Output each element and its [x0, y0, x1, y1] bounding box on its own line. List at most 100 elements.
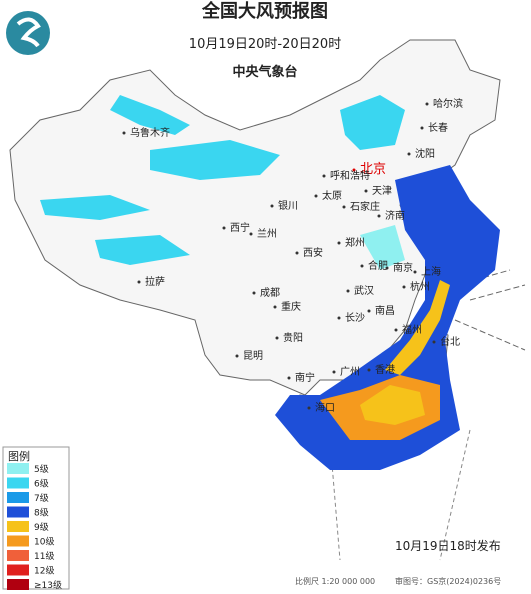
publish-time: 10月19日18时发布 [395, 538, 501, 553]
legend-label: 8级 [34, 507, 49, 519]
city-dot [222, 226, 226, 230]
city-dot [270, 204, 274, 208]
legend-swatch [7, 463, 29, 474]
city-dot [307, 406, 311, 410]
city-label: 乌鲁木齐 [130, 126, 170, 139]
legend-swatch [7, 492, 29, 503]
city-dot [287, 376, 291, 380]
city-dot [337, 241, 341, 245]
city-label: 南宁 [295, 371, 315, 384]
city-label: 哈尔滨 [433, 97, 463, 110]
legend-swatch [7, 564, 29, 576]
city-dot [425, 102, 429, 106]
city-dot [342, 205, 346, 209]
wind-area-6 [340, 95, 405, 150]
city-label: 广州 [340, 366, 360, 378]
city-label: 长沙 [345, 312, 365, 324]
city-label: 济南 [385, 209, 405, 222]
legend-label: 9级 [34, 521, 49, 533]
city-label: 南昌 [375, 304, 395, 317]
city-dot [432, 340, 436, 344]
city-dot [385, 266, 389, 270]
city-label: 杭州 [410, 280, 430, 293]
legend: 图例 5级 6级 7级 8级 9级 10级 11级 12级 ≥13级 [2, 446, 70, 591]
approval-number: 审图号：GS京(2024)0236号 [395, 576, 501, 586]
legend-swatch [7, 506, 29, 518]
city-dot [235, 354, 239, 358]
city-dot [137, 280, 141, 284]
city-label: 西宁 [230, 221, 250, 234]
wind-area-6 [95, 235, 190, 265]
city-label: 台北 [440, 335, 460, 348]
city-label: 西安 [303, 246, 323, 259]
legend-label: 7级 [34, 492, 49, 504]
city-label: 兰州 [257, 227, 277, 240]
city-label: 武汉 [354, 284, 374, 297]
city-dot [252, 291, 256, 295]
legend-label: ≥13级 [34, 579, 62, 591]
city-label: 银川 [278, 199, 298, 212]
city-label: 海口 [315, 401, 335, 414]
city-dot [314, 194, 318, 198]
legend-label: 10级 [34, 536, 54, 548]
city-dot [273, 305, 277, 309]
city-label: 石家庄 [350, 200, 380, 213]
city-dot [377, 214, 381, 218]
legend-swatch [7, 477, 29, 489]
wind-area-9 [385, 280, 450, 375]
legend-label: 12级 [34, 565, 54, 577]
city-label: 南京 [393, 261, 413, 274]
city-dot [352, 168, 356, 172]
legend-title: 图例 [8, 449, 30, 463]
city-dot [367, 309, 371, 313]
city-label: 香港 [375, 364, 395, 376]
city-label: 福州 [402, 323, 422, 336]
legend-label: 11级 [34, 550, 54, 562]
city-dot [337, 316, 341, 320]
legend-label: 5级 [34, 463, 49, 475]
city-label: 合肥 [368, 259, 388, 272]
city-label: 贵阳 [283, 331, 303, 344]
city-label: 长春 [428, 122, 448, 134]
legend-swatch [7, 579, 29, 590]
city-dot [420, 126, 424, 130]
legend-swatch [7, 535, 29, 547]
legend-label: 6级 [34, 478, 49, 490]
city-label: 太原 [322, 189, 342, 202]
city-dot [249, 232, 253, 236]
city-label: 上海 [421, 265, 441, 278]
wind-area-5 [360, 225, 405, 270]
city-dot [275, 336, 279, 340]
period: 10月19日20时-20日20时 [189, 37, 341, 52]
city-label: 成都 [260, 287, 280, 299]
wind-area-9 [360, 385, 425, 425]
scale: 比例尺 1:20 000 000 [295, 576, 375, 586]
title: 全国大风预报图 [201, 0, 328, 22]
city-dot [367, 368, 371, 372]
city-label: 拉萨 [145, 275, 165, 288]
city-dot [364, 189, 368, 193]
legend-swatch [7, 521, 29, 532]
city-dot [122, 131, 126, 135]
city-label: 重庆 [281, 300, 301, 313]
city-label: 沈阳 [415, 147, 435, 160]
wind-area-8 [275, 165, 500, 470]
city-label: 呼和浩特 [330, 170, 370, 182]
city-dot [402, 285, 406, 289]
city-dot [407, 152, 411, 156]
city-dot [413, 270, 417, 274]
city-dot [346, 289, 350, 293]
city-dot [295, 251, 299, 255]
city-dot [394, 328, 398, 332]
city-label: 天津 [372, 185, 392, 197]
issuer: 中央气象台 [232, 64, 297, 80]
logo-mark [16, 17, 41, 48]
city-dot [322, 174, 326, 178]
wind-area-6 [110, 95, 190, 135]
city-label: 北京 [360, 162, 386, 177]
city-dot [360, 264, 364, 268]
city-label: 郑州 [345, 236, 365, 249]
city-label: 昆明 [243, 350, 263, 362]
legend-swatch [7, 550, 29, 561]
